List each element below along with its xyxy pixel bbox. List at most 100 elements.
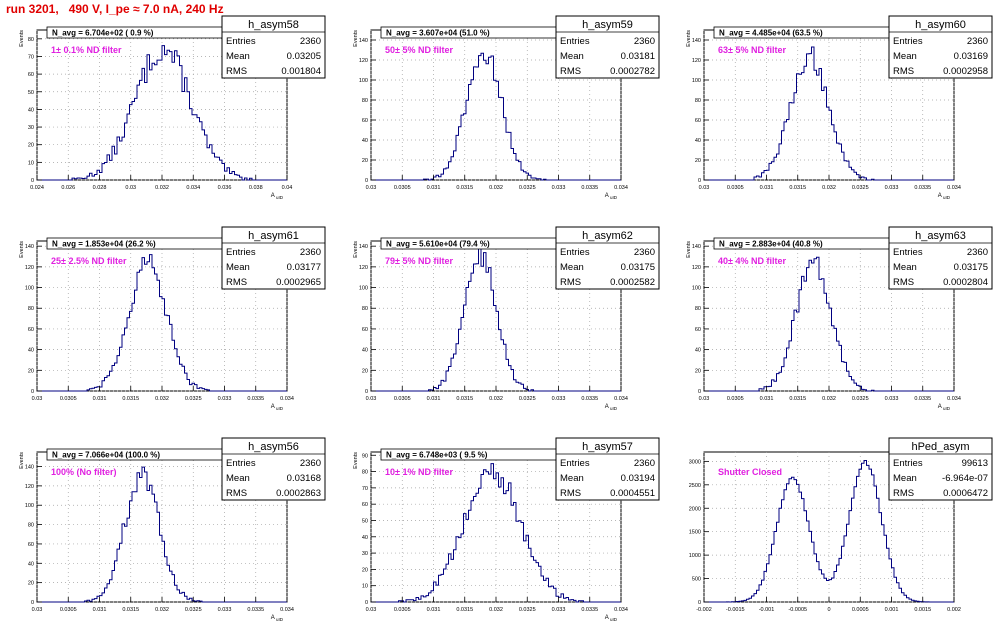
- x-tick-label: 0.034: [947, 396, 961, 402]
- y-axis-label: Events: [353, 241, 359, 258]
- x-tick-label: 0.04: [282, 185, 293, 191]
- y-tick-label: 1000: [689, 553, 701, 559]
- navg-label: N_avg = 5.610e+04 (79.4 %): [386, 240, 490, 249]
- y-tick-label: 0: [698, 178, 701, 184]
- y-tick-label: 50: [362, 518, 368, 524]
- histogram-title: h_asym60: [915, 19, 966, 31]
- histogram-panel: 0.03 0.0305 0.031 0.0315 0.032 0.0325 0.033 0.0…: [19, 226, 326, 411]
- x-tick-label: 0.033: [552, 185, 566, 191]
- x-tick-label: 0.0335: [247, 396, 264, 402]
- y-tick-label: 0: [31, 389, 34, 395]
- y-tick-label: 20: [695, 158, 701, 164]
- x-tick-label: 0.0305: [394, 185, 411, 191]
- stat-mean-label: Mean: [560, 473, 584, 484]
- histogram-title: h_asym57: [582, 441, 633, 453]
- x-tick-label: 0.032: [822, 185, 836, 191]
- y-axis-label: Events: [686, 30, 692, 47]
- x-tick-label: 0.0305: [727, 396, 744, 402]
- x-tick-label: 0.0325: [185, 396, 202, 402]
- histogram-series: [704, 256, 954, 392]
- stat-entries-label: Entries: [226, 247, 256, 258]
- y-axis-label: Events: [19, 452, 25, 469]
- navg-label: N_avg = 3.607e+04 (51.0 %): [386, 29, 490, 38]
- stat-entries-label: Entries: [226, 458, 256, 469]
- y-axis-label: Events: [19, 241, 25, 258]
- histogram-series: [37, 466, 287, 603]
- x-tick-label: 0.032: [155, 396, 169, 402]
- stat-mean-value: 0.03169: [954, 51, 988, 62]
- histogram-title: h_asym58: [248, 19, 299, 31]
- y-tick-label: 500: [692, 577, 701, 583]
- y-tick-label: 60: [695, 327, 701, 333]
- histogram-panel: 0.03 0.0305 0.031 0.0315 0.032 0.0325 0.033 0.0…: [353, 15, 660, 200]
- y-tick-label: 40: [695, 138, 701, 144]
- x-tick-label: 0.0005: [852, 607, 869, 613]
- y-tick-label: 0: [365, 178, 368, 184]
- x-tick-label: 0.0335: [914, 396, 931, 402]
- x-tick-label: 0.0315: [456, 396, 473, 402]
- histogram-panel: 0.024 0.026 0.028 0.03 0.032 0.034 0.036 0.038 0…: [19, 15, 326, 200]
- x-tick-label: 0.03: [366, 607, 377, 613]
- x-tick-label: 0.0325: [519, 185, 536, 191]
- stat-mean-value: 0.03205: [287, 51, 321, 62]
- y-tick-label: 70: [28, 54, 34, 60]
- y-tick-label: 40: [362, 138, 368, 144]
- x-tick-label: 0.034: [614, 185, 628, 191]
- x-tick-label: 0.0315: [789, 396, 806, 402]
- stat-rms-label: RMS: [893, 277, 914, 288]
- x-tick-label: 0.033: [552, 607, 566, 613]
- stat-mean-value: 0.03181: [621, 51, 655, 62]
- y-tick-label: 100: [359, 286, 368, 292]
- y-tick-label: 0: [365, 389, 368, 395]
- histogram-series: [704, 46, 954, 181]
- y-tick-label: 2500: [689, 483, 701, 489]
- x-tick-label: 0.03: [32, 396, 43, 402]
- y-tick-label: 20: [695, 368, 701, 374]
- x-tick-label: 0.033: [885, 396, 899, 402]
- histogram-panel: 0.03 0.0305 0.031 0.0315 0.032 0.0325 0.033 0.0…: [686, 15, 993, 200]
- filter-annotation: 63± 5% ND filter: [718, 45, 786, 55]
- x-tick-label: 0.034: [614, 396, 628, 402]
- x-tick-label: 0.0315: [122, 396, 139, 402]
- x-axis-label: A uID: [605, 193, 618, 200]
- y-tick-label: 40: [362, 535, 368, 541]
- stat-rms-value: 0.0002965: [276, 277, 321, 288]
- x-tick-label: 0.0325: [519, 607, 536, 613]
- y-tick-label: 0: [31, 600, 34, 606]
- y-tick-label: 2000: [689, 506, 701, 512]
- y-tick-label: 60: [362, 118, 368, 124]
- y-tick-label: 60: [28, 327, 34, 333]
- x-tick-label: 0.03: [366, 396, 377, 402]
- x-tick-label: 0.031: [760, 396, 774, 402]
- y-tick-label: 140: [359, 38, 368, 44]
- x-tick-label: 0.0315: [456, 185, 473, 191]
- x-axis-label: A uID: [271, 193, 284, 200]
- filter-annotation: 79± 5% ND filter: [385, 256, 453, 266]
- x-tick-label: 0.038: [249, 185, 263, 191]
- stat-rms-value: 0.0002958: [943, 66, 988, 77]
- filter-annotation: 100% (No filter): [51, 467, 117, 477]
- navg-label: N_avg = 2.883e+04 (40.8 %): [719, 240, 823, 249]
- stat-entries-value: 99613: [962, 458, 988, 469]
- x-tick-label: 0.03: [366, 185, 377, 191]
- y-tick-label: 140: [692, 38, 701, 44]
- y-tick-label: 120: [25, 265, 34, 271]
- histogram-title: h_asym62: [582, 230, 633, 242]
- x-tick-label: -0.0015: [726, 607, 745, 613]
- y-tick-label: 3000: [689, 459, 701, 465]
- x-axis-label: A uID: [938, 193, 951, 200]
- stats-box: [888, 226, 993, 290]
- histogram-series: [371, 247, 621, 392]
- stat-rms-label: RMS: [560, 66, 581, 77]
- y-tick-label: 100: [25, 286, 34, 292]
- histogram-panel: 0.03 0.0305 0.031 0.0315 0.032 0.0325 0.033 0.0…: [353, 226, 660, 411]
- x-tick-label: 0.0305: [727, 185, 744, 191]
- y-tick-label: 60: [28, 542, 34, 548]
- x-tick-label: 0.0325: [852, 185, 869, 191]
- y-tick-label: 60: [362, 327, 368, 333]
- x-tick-label: 0.031: [760, 185, 774, 191]
- x-axis-label: A uID: [938, 404, 951, 411]
- stat-entries-label: Entries: [893, 458, 923, 469]
- histogram-series: [37, 45, 287, 181]
